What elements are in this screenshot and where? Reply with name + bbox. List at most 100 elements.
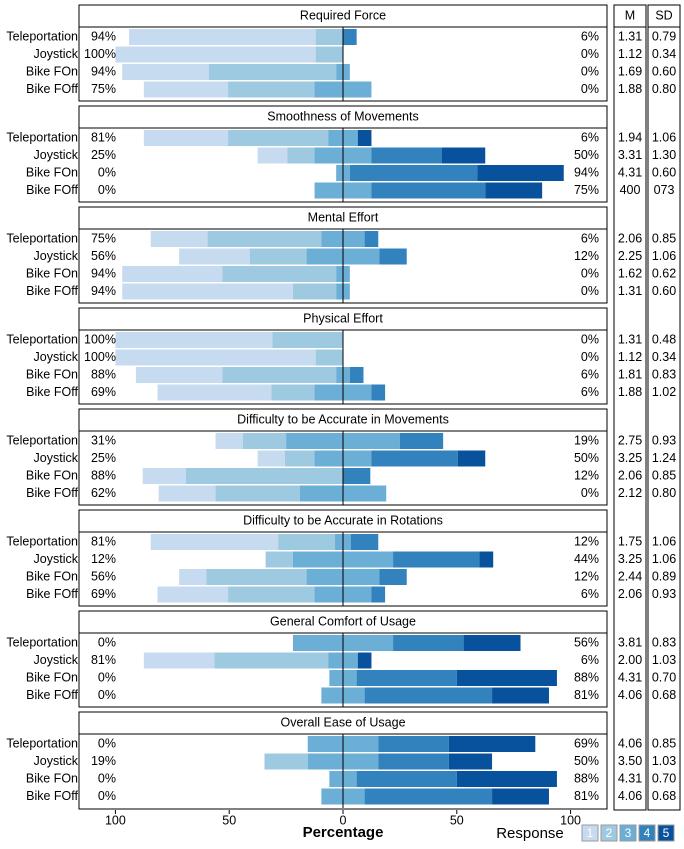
x-tick-label: 50 — [450, 813, 464, 827]
right-percent: 19% — [574, 433, 599, 447]
bar-segment — [242, 433, 287, 449]
mean-value: 1.12 — [618, 350, 642, 364]
category-label: Bike FOff — [26, 284, 78, 298]
legend-label: 5 — [663, 826, 670, 840]
left-percent: 0% — [98, 635, 116, 649]
category-label: Joystick — [34, 350, 79, 364]
bar-segment — [287, 147, 315, 164]
left-percent: 100% — [84, 332, 116, 346]
bar-segment — [206, 569, 307, 585]
left-percent: 81% — [91, 653, 116, 667]
sd-value: 0.85 — [652, 736, 676, 750]
bar-segment — [371, 450, 458, 467]
category-label: Teleportation — [6, 29, 78, 43]
sd-value: 1.06 — [652, 552, 676, 566]
sd-value: 1.30 — [652, 148, 676, 162]
right-percent: 81% — [574, 688, 599, 702]
right-percent: 56% — [574, 635, 599, 649]
panel-title: Difficulty to be Accurate in Rotations — [243, 513, 443, 527]
bar-segment — [350, 534, 379, 550]
category-label: Bike FOff — [26, 688, 78, 702]
bar-segment — [143, 81, 229, 98]
category-label: Joystick — [34, 653, 79, 667]
right-percent: 0% — [581, 82, 599, 96]
left-percent: 62% — [91, 486, 116, 500]
bar-segment — [228, 130, 329, 146]
bar-segment — [150, 534, 279, 550]
mean-value: 1.31 — [618, 284, 642, 298]
bar-segment — [371, 586, 386, 603]
bar-segment — [222, 367, 337, 383]
left-percent: 0% — [98, 688, 116, 702]
right-percent: 12% — [574, 569, 599, 583]
category-label: Teleportation — [6, 231, 78, 245]
left-percent: 19% — [91, 754, 116, 768]
mean-value: 1.75 — [618, 534, 642, 548]
bar-segment — [463, 635, 521, 651]
category-label: Bike FOff — [26, 82, 78, 96]
bar-segment — [228, 81, 315, 98]
bar-segment — [364, 687, 493, 704]
sd-value: 0.60 — [652, 64, 676, 78]
bar-segment — [264, 753, 308, 770]
bar-segment — [485, 182, 543, 199]
panel-title: Difficulty to be Accurate in Movements — [237, 412, 449, 426]
left-percent: 100% — [84, 350, 116, 364]
category-label: Bike FOn — [26, 771, 78, 785]
bar-segment — [150, 231, 208, 247]
bar-segment — [115, 46, 316, 63]
right-percent: 6% — [581, 231, 599, 245]
bar-segment — [157, 586, 229, 603]
bar-segment — [272, 332, 343, 348]
right-percent: 0% — [581, 64, 599, 78]
bar-segment — [249, 248, 307, 265]
mean-value: 3.31 — [618, 148, 642, 162]
bar-segment — [215, 433, 243, 449]
sd-value: 1.06 — [652, 249, 676, 263]
right-percent: 12% — [574, 534, 599, 548]
panel-title: Required Force — [300, 8, 386, 22]
sd-value: 0.48 — [652, 332, 676, 346]
left-percent: 25% — [91, 451, 116, 465]
panel-title: Smoothness of Movements — [267, 109, 418, 123]
sd-value: 0.85 — [652, 468, 676, 482]
legend-swatch — [600, 824, 618, 842]
bar-segment — [157, 384, 272, 401]
bar-segment — [129, 29, 316, 45]
bar-segment — [379, 569, 407, 585]
bar-segment — [179, 248, 250, 265]
right-percent: 0% — [581, 486, 599, 500]
sd-value: 0.34 — [652, 350, 676, 364]
sd-value: 0.93 — [652, 433, 676, 447]
right-percent: 44% — [574, 552, 599, 566]
legend-label: 2 — [606, 826, 613, 840]
bar-segment — [393, 635, 464, 651]
bar-segment — [271, 384, 315, 401]
sd-value: 0.80 — [652, 486, 676, 500]
category-label: Bike FOn — [26, 569, 78, 583]
bar-segment — [349, 165, 478, 181]
right-percent: 0% — [581, 47, 599, 61]
category-label: Teleportation — [6, 534, 78, 548]
mean-value: 2.12 — [618, 486, 642, 500]
sd-value: 0.85 — [652, 231, 676, 245]
sd-value: 1.03 — [652, 653, 676, 667]
mean-value: 1.12 — [618, 47, 642, 61]
category-label: Bike FOff — [26, 385, 78, 399]
left-percent: 88% — [91, 367, 116, 381]
category-label: Joystick — [34, 148, 79, 162]
legend-swatch — [619, 824, 637, 842]
right-percent: 94% — [574, 165, 599, 179]
sd-value: 0.62 — [652, 266, 676, 280]
bar-segment — [122, 283, 293, 300]
legend-title: Response — [496, 825, 564, 842]
bar-segment — [343, 468, 371, 484]
right-percent: 50% — [574, 148, 599, 162]
panel-title: Mental Effort — [308, 210, 379, 224]
bar-segment — [364, 788, 493, 805]
sd-value: 1.06 — [652, 130, 676, 144]
right-percent: 81% — [574, 789, 599, 803]
bar-segment — [357, 652, 372, 669]
left-percent: 56% — [91, 249, 116, 263]
mean-value: 2.25 — [618, 249, 642, 263]
